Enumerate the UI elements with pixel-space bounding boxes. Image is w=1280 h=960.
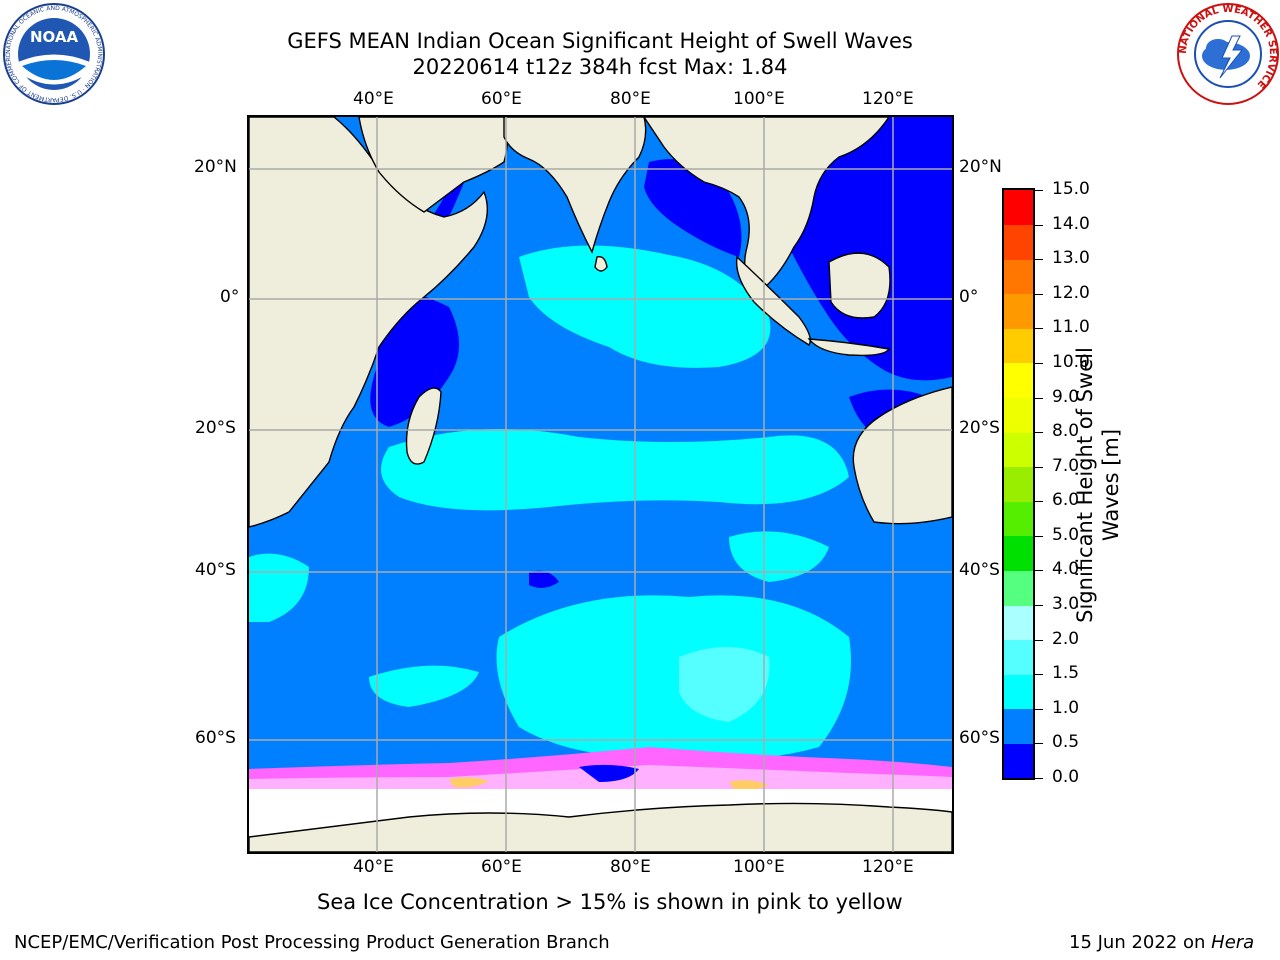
colorbar-title: Significant Height of Swell Waves [m] <box>1072 275 1124 695</box>
colorbar-title-line1: Significant Height of Swell <box>1073 347 1097 623</box>
lat-label-right-40s: 40°S <box>959 560 1000 580</box>
colorbar-tick-label: 0.5 <box>1052 732 1080 753</box>
colorbar-tick <box>1035 605 1043 607</box>
colorbar-tick <box>1035 501 1043 503</box>
lat-label-left-20n: 20°N <box>194 157 237 177</box>
colorbar-tick <box>1035 778 1043 779</box>
colorbar-tick-label: 1.0 <box>1052 697 1080 718</box>
colorbar-tick <box>1035 190 1043 191</box>
lat-label-right-20s: 20°S <box>959 418 1000 438</box>
colorbar-tick <box>1035 224 1043 226</box>
colorbar-cell <box>1004 743 1033 779</box>
lon-label-bottom-100e: 100°E <box>733 857 785 877</box>
colorbar-cell <box>1004 535 1033 571</box>
colorbar-tick-label: 1.5 <box>1052 663 1080 684</box>
colorbar-cell <box>1004 397 1033 433</box>
colorbar-tick <box>1035 570 1043 572</box>
colorbar-cell <box>1004 605 1033 641</box>
lon-label-top-120e: 120°E <box>862 89 914 109</box>
noaa-logo-text: NOAA <box>30 28 79 46</box>
swell-height-map <box>247 115 954 854</box>
land-masses <box>249 117 952 528</box>
colorbar-tick <box>1035 743 1043 745</box>
lat-label-right-0: 0° <box>959 287 979 307</box>
colorbar-tick-label: 5.0 <box>1052 524 1080 545</box>
colorbar-cell <box>1004 190 1033 226</box>
lon-label-top-100e: 100°E <box>733 89 785 109</box>
colorbar-tick-label: 9.0 <box>1052 386 1080 407</box>
colorbar-tick-label: 10.0 <box>1052 351 1090 372</box>
lat-label-left-60s: 60°S <box>195 728 236 748</box>
colorbar-tick-label: 4.0 <box>1052 559 1080 580</box>
graticule <box>249 117 952 852</box>
colorbar-tick <box>1035 639 1043 641</box>
chart-title-line2: 20220614 t12z 384h fcst Max: 1.84 <box>412 55 788 79</box>
colorbar-tick-label: 13.0 <box>1052 248 1090 269</box>
swell-peak-region <box>679 647 770 722</box>
colorbar-cell <box>1004 466 1033 502</box>
lon-label-bottom-60e: 60°E <box>481 857 522 877</box>
sea-ice-note: Sea Ice Concentration > 15% is shown in … <box>317 890 903 914</box>
colorbar-tick <box>1035 708 1043 710</box>
colorbar-tick <box>1035 328 1043 330</box>
colorbar-tick-label: 15.0 <box>1052 179 1090 199</box>
colorbar-cell <box>1004 639 1033 675</box>
lat-label-left-0: 0° <box>220 287 240 307</box>
run-host: Hera <box>1211 932 1255 953</box>
colorbar-tick-label: 3.0 <box>1052 594 1080 615</box>
chart-title-line1: GEFS MEAN Indian Ocean Significant Heigh… <box>287 29 913 53</box>
colorbar-tick-label: 0.0 <box>1052 767 1080 787</box>
colorbar-cell <box>1004 570 1033 606</box>
lat-label-left-20s: 20°S <box>195 418 236 438</box>
lon-label-bottom-80e: 80°E <box>610 857 651 877</box>
colorbar-tick <box>1035 293 1043 295</box>
colorbar-tick-label: 6.0 <box>1052 490 1080 511</box>
colorbar-tick-label: 7.0 <box>1052 455 1080 476</box>
lat-label-left-40s: 40°S <box>195 560 236 580</box>
run-date-text: 15 Jun 2022 on <box>1069 932 1212 953</box>
antarctica-land <box>249 802 952 852</box>
noaa-logo: NOAA NATIONAL OCEANIC AND ATMOSPHERIC AD… <box>0 0 106 106</box>
run-date: 15 Jun 2022 on Hera <box>1069 932 1254 953</box>
colorbar-tick <box>1035 535 1043 537</box>
colorbar-tick-label: 12.0 <box>1052 282 1090 303</box>
colorbar-cell <box>1004 501 1033 537</box>
branch-credit: NCEP/EMC/Verification Post Processing Pr… <box>14 932 610 953</box>
colorbar-cell <box>1004 293 1033 329</box>
map-canvas <box>249 117 952 852</box>
colorbar-tick <box>1035 674 1043 676</box>
colorbar-cell <box>1004 362 1033 399</box>
colorbar-title-line2: Waves [m] <box>1099 428 1123 542</box>
colorbar-tick-label: 14.0 <box>1052 213 1090 234</box>
lon-label-top-40e: 40°E <box>353 89 394 109</box>
colorbar-tick <box>1035 362 1043 364</box>
lat-label-right-60s: 60°S <box>959 728 1000 748</box>
lon-label-top-80e: 80°E <box>610 89 651 109</box>
nws-logo: NATIONAL WEATHER SERVICE <box>1176 2 1280 106</box>
colorbar-cell <box>1004 259 1033 295</box>
colorbar-cell <box>1004 328 1033 364</box>
colorbar-tick <box>1035 259 1043 261</box>
lon-label-top-60e: 60°E <box>481 89 522 109</box>
colorbar-cell <box>1004 224 1033 260</box>
lon-label-bottom-120e: 120°E <box>862 857 914 877</box>
colorbar-tick-label: 11.0 <box>1052 317 1090 338</box>
colorbar-cell <box>1004 708 1033 744</box>
colorbar-tick-label: 2.0 <box>1052 628 1080 649</box>
colorbar-cell <box>1004 674 1033 710</box>
lon-label-bottom-40e: 40°E <box>353 857 394 877</box>
lat-label-right-20n: 20°N <box>959 157 1002 177</box>
colorbar-tick <box>1035 432 1043 434</box>
colorbar-tick-label: 8.0 <box>1052 421 1080 442</box>
swell-high-region <box>249 245 851 761</box>
colorbar <box>1002 188 1035 780</box>
colorbar-tick <box>1035 397 1043 399</box>
colorbar-tick <box>1035 466 1043 468</box>
colorbar-cell <box>1004 432 1033 468</box>
